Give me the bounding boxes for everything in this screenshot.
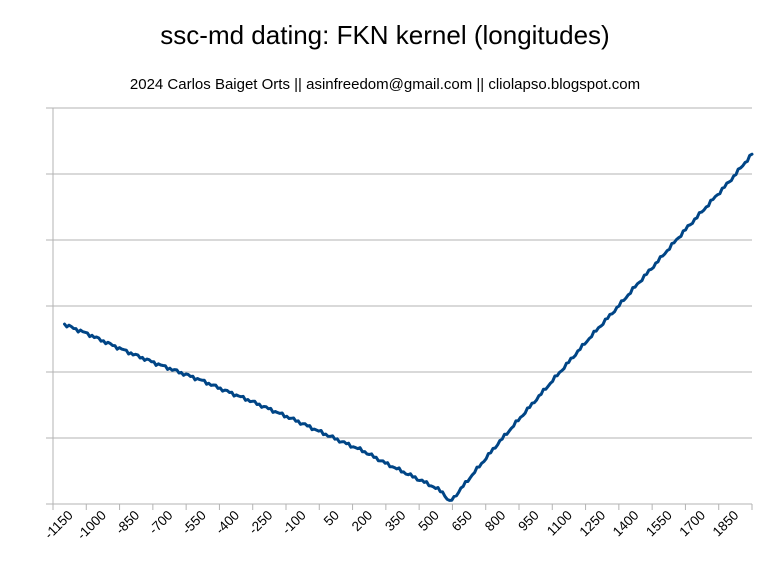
axes [46, 107, 752, 505]
x-tick-label: 500 [415, 508, 442, 535]
x-tick-label: 1550 [643, 508, 675, 540]
x-tick-label: 650 [449, 508, 476, 535]
x-tick-label: -850 [113, 508, 143, 538]
series-layer [63, 152, 754, 502]
x-tick-label: 350 [382, 508, 409, 535]
x-axis-ticks: -1150-1000 -850 -700 -550 -400 -250 -100 50 200 3… [41, 504, 753, 543]
x-tick-label: 1250 [576, 508, 608, 540]
x-tick-label: -700 [146, 508, 176, 538]
x-tick-label: -1000 [74, 508, 109, 543]
x-tick-label: -550 [179, 508, 209, 538]
x-tick-label: -250 [246, 508, 276, 538]
x-tick-label: -100 [279, 508, 309, 538]
x-tick-label: 1850 [710, 508, 742, 540]
chart-subtitle: 2024 Carlos Baiget Orts || asinfreedom@g… [130, 76, 640, 93]
x-tick-label: 200 [349, 508, 376, 535]
x-tick-label: 1400 [610, 508, 642, 540]
x-tick-label: 1700 [676, 508, 708, 540]
series-line [63, 152, 754, 502]
x-tick-label: -1150 [41, 508, 75, 542]
x-tick-label: 50 [321, 508, 342, 529]
x-tick-label: 800 [482, 508, 509, 535]
gridlines [53, 107, 752, 439]
x-tick-label: 1100 [544, 508, 575, 539]
chart-title: ssc-md dating: FKN kernel (longitudes) [160, 20, 609, 50]
x-tick-label: 950 [515, 508, 542, 535]
x-tick-label: -400 [212, 508, 242, 538]
